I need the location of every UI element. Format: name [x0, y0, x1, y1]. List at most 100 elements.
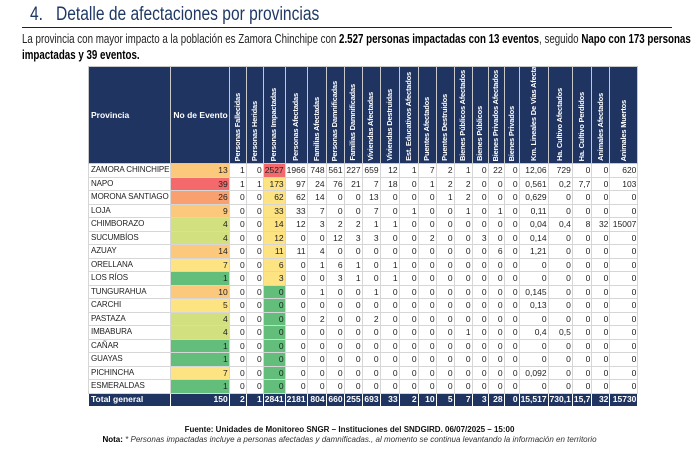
value-cell: 0 [487, 257, 505, 272]
column-header: Est. Educativos Afectados [398, 66, 419, 164]
value-cell: 0 [417, 325, 437, 340]
value-cell: 0 [228, 244, 247, 259]
value-cell: 11 [284, 244, 308, 259]
column-header-label: Viviendas Destruidas [384, 89, 394, 161]
value-cell: 0 [503, 217, 520, 232]
value-cell: 0 [398, 244, 419, 259]
value-cell: 0 [228, 365, 247, 380]
value-cell: 1,21 [518, 244, 549, 259]
value-cell: 0 [591, 325, 611, 340]
value-cell: 2 [417, 230, 437, 245]
total-value-cell: 660 [325, 392, 345, 407]
value-cell: 0 [591, 203, 611, 218]
value-cell: 1 [343, 257, 363, 272]
value-cell: 0 [435, 365, 455, 380]
value-cell: 0 [503, 311, 520, 326]
total-value-cell: 3 [471, 392, 489, 407]
value-cell: 0,2 [547, 176, 573, 191]
value-cell: 0 [453, 365, 473, 380]
column-header: Puentes Destruidos [435, 66, 455, 164]
province-cell: LOJA [87, 203, 172, 218]
column-header-label: Animales Afectados [595, 93, 605, 161]
value-cell: 0 [503, 244, 520, 259]
value-cell: 0 [591, 244, 611, 259]
total-value-cell: 804 [306, 392, 327, 407]
value-cell: 748 [306, 163, 327, 178]
value-cell: 0 [571, 311, 593, 326]
value-cell: 3 [471, 230, 489, 245]
value-cell: 1 [398, 163, 419, 178]
total-label: Total general [87, 392, 172, 407]
table-row: NAPO 39 1 1 173 97 24 76 21 7 18 0 1 2 2 0 0 0 0,561 0,2 7,7… [87, 176, 639, 191]
value-cell: 0 [284, 365, 308, 380]
value-cell: 0 [417, 257, 437, 272]
column-header: Personas Afectadas [284, 66, 308, 164]
value-cell: 0 [417, 284, 437, 299]
value-cell: 0,14 [518, 230, 549, 245]
column-header: Personas Heridas [245, 66, 264, 164]
province-cell: ORELLANA [87, 257, 172, 272]
value-cell: 0 [571, 244, 593, 259]
value-cell: 0 [471, 271, 489, 286]
value-cell: 2 [325, 217, 345, 232]
value-cell: 8 [571, 217, 593, 232]
value-cell: 0 [453, 379, 473, 394]
value-cell: 0,11 [518, 203, 549, 218]
value-cell: 0 [609, 325, 639, 340]
value-cell: 0 [361, 257, 381, 272]
value-cell: 0 [547, 203, 573, 218]
column-header-label: Bienes Públicos [475, 106, 485, 161]
value-cell: 0 [417, 271, 437, 286]
value-cell: 0 [547, 190, 573, 205]
province-cell: TUNGURAHUA [87, 284, 172, 299]
value-cell: 659 [361, 163, 381, 178]
value-cell: 0 [398, 325, 419, 340]
value-cell: 0 [379, 338, 400, 353]
value-cell: 0 [591, 190, 611, 205]
column-header-label: Personas Fallecidas [232, 92, 242, 161]
value-cell: 0 [503, 257, 520, 272]
value-cell: 0,04 [518, 217, 549, 232]
value-cell: 33 [284, 203, 308, 218]
value-cell: 0 [398, 230, 419, 245]
column-header-label: Ha. Cultivo Perdidos [577, 91, 587, 161]
value-cell: 729 [547, 163, 573, 178]
value-cell: 0 [245, 298, 264, 313]
value-cell: 0 [245, 271, 264, 286]
value-cell: 13 [361, 190, 381, 205]
value-cell: 0 [417, 298, 437, 313]
value-cell: 0 [503, 325, 520, 340]
section-title: 4. Detalle de afectaciones por provincia… [30, 4, 319, 26]
value-cell: 1 [453, 325, 473, 340]
value-cell: 0,5 [547, 325, 573, 340]
value-cell: 0 [435, 244, 455, 259]
value-cell: 0 [503, 271, 520, 286]
value-cell: 76 [325, 176, 345, 191]
value-cell: 0 [591, 271, 611, 286]
value-cell: 0 [379, 190, 400, 205]
value-cell: 0,092 [518, 365, 549, 380]
value-cell: 0 [453, 338, 473, 353]
value-cell: 1 [379, 257, 400, 272]
value-cell: 0 [417, 338, 437, 353]
value-cell: 0 [591, 298, 611, 313]
column-header: Familias Afectadas [306, 66, 327, 164]
table-row: SUCUMBÍOS 4 0 0 12 0 0 12 3 3 0 0 2 0 0 3 0 0 0,14 0 0 0 0 [87, 230, 639, 245]
total-event-count: 150 [170, 392, 230, 407]
column-header: Personas Fallecidas [228, 66, 247, 164]
value-cell: 0 [487, 365, 505, 380]
value-cell: 0 [503, 176, 520, 191]
value-cell: 0 [487, 338, 505, 353]
total-value-cell: 5 [435, 392, 455, 407]
value-cell: 0 [228, 298, 247, 313]
total-value-cell: 33 [379, 392, 400, 407]
value-cell: 3 [325, 271, 345, 286]
value-cell: 0 [245, 203, 264, 218]
value-cell: 0 [547, 230, 573, 245]
value-cell: 0 [343, 338, 363, 353]
value-cell: 0 [435, 298, 455, 313]
value-cell: 11 [262, 244, 286, 259]
value-cell: 0 [245, 338, 264, 353]
value-cell: 0 [325, 298, 345, 313]
value-cell: 0 [245, 325, 264, 340]
